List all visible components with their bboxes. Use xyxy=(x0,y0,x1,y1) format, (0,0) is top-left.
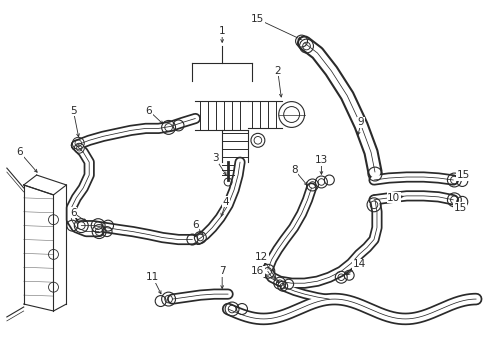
Text: 9: 9 xyxy=(357,117,364,127)
Text: 5: 5 xyxy=(70,105,77,116)
Text: 6: 6 xyxy=(192,220,198,230)
Text: 15: 15 xyxy=(251,14,264,24)
Text: 15: 15 xyxy=(456,170,469,180)
Text: 13: 13 xyxy=(314,155,327,165)
Text: 4: 4 xyxy=(223,197,229,207)
Text: 12: 12 xyxy=(255,252,268,262)
Text: 1: 1 xyxy=(219,26,225,36)
Text: 8: 8 xyxy=(291,165,297,175)
Text: 16: 16 xyxy=(251,266,264,276)
Text: 3: 3 xyxy=(211,153,218,163)
Text: 6: 6 xyxy=(70,208,77,218)
Text: 6: 6 xyxy=(145,105,152,116)
Text: 6: 6 xyxy=(17,147,23,157)
Text: 11: 11 xyxy=(146,272,159,282)
Text: 2: 2 xyxy=(274,66,281,76)
Text: 10: 10 xyxy=(386,193,400,203)
Text: 14: 14 xyxy=(352,259,365,269)
Text: 7: 7 xyxy=(219,266,225,276)
Text: 15: 15 xyxy=(453,203,466,213)
